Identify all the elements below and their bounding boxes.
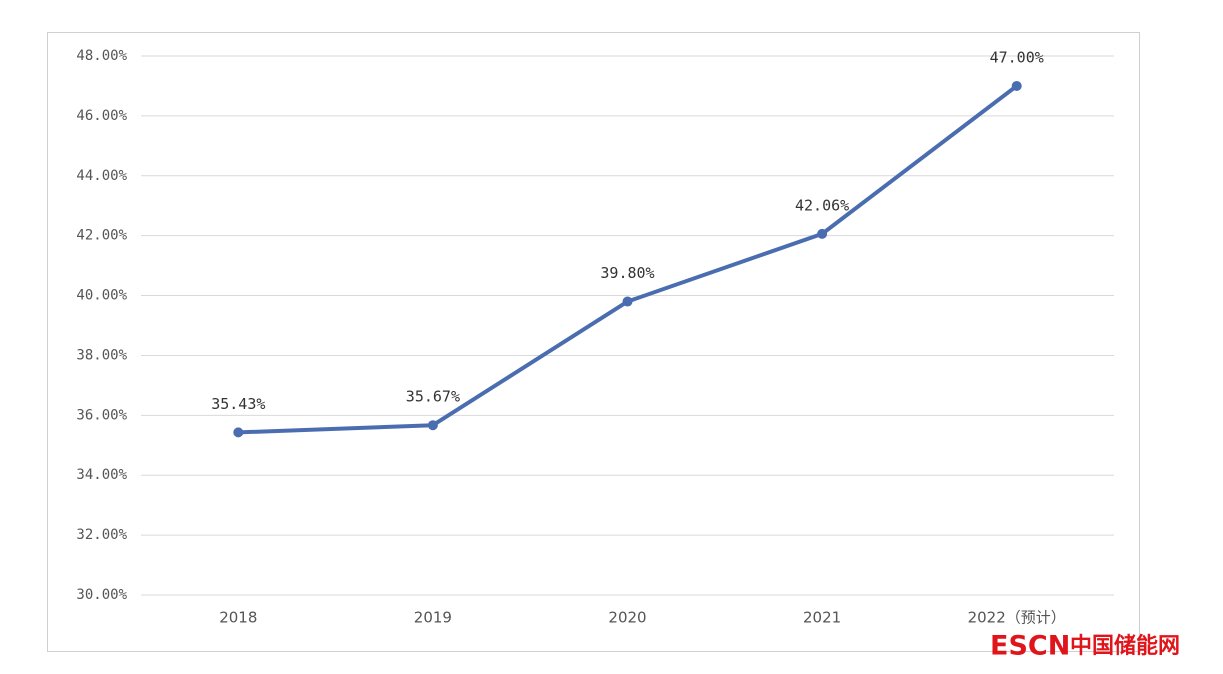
marker (1011, 80, 1022, 91)
y-tick-label: 30.00% (76, 587, 127, 603)
marker (622, 296, 633, 307)
y-tick-label: 34.00% (76, 467, 127, 483)
watermark-brand: ESCN (990, 631, 1070, 662)
watermark-label: 中国储能网 (1070, 633, 1180, 659)
marker (427, 420, 438, 431)
chart-frame (47, 32, 1140, 652)
y-tick-label: 38.00% (76, 347, 127, 363)
data-label: 42.06% (795, 196, 849, 214)
marker (817, 228, 828, 239)
x-tick-label: 2020 (608, 609, 646, 627)
x-tick-label: 2019 (414, 609, 452, 627)
marker (233, 427, 244, 438)
data-label: 35.67% (406, 388, 460, 406)
y-tick-label: 40.00% (76, 288, 127, 304)
data-label: 35.43% (211, 395, 265, 413)
y-tick-label: 32.00% (76, 527, 127, 543)
x-tick-label: 2018 (219, 609, 257, 627)
x-tick-label: 2022（预计） (968, 609, 1066, 627)
x-tick-label: 2021 (803, 609, 841, 627)
data-label: 39.80% (600, 264, 654, 282)
data-label: 47.00% (990, 48, 1044, 66)
y-tick-label: 42.00% (76, 228, 127, 244)
y-tick-label: 46.00% (76, 108, 127, 124)
y-tick-label: 44.00% (76, 168, 127, 184)
y-tick-label: 36.00% (76, 407, 127, 423)
y-tick-label: 48.00% (76, 48, 127, 64)
